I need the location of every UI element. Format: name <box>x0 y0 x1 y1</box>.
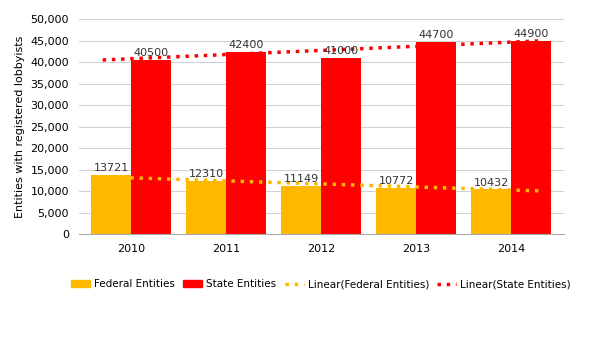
Bar <box>186 181 226 234</box>
Text: 42400: 42400 <box>229 40 264 50</box>
Text: 44900: 44900 <box>514 29 549 39</box>
Bar <box>281 186 321 234</box>
Bar <box>376 188 416 234</box>
Legend: Federal Entities, State Entities, Linear(Federal Entities), Linear(State Entitie: Federal Entities, State Entities, Linear… <box>67 275 575 294</box>
Y-axis label: Entities with registered lobbyists: Entities with registered lobbyists <box>15 35 25 218</box>
Text: 10432: 10432 <box>473 178 509 187</box>
Text: 13721: 13721 <box>94 163 129 173</box>
Text: 41000: 41000 <box>323 46 359 56</box>
Bar <box>131 60 171 234</box>
Bar <box>472 189 511 234</box>
Text: 11149: 11149 <box>284 174 319 185</box>
Bar <box>91 175 131 234</box>
Text: 10772: 10772 <box>379 176 414 186</box>
Text: 44700: 44700 <box>418 30 454 40</box>
Text: 12310: 12310 <box>188 170 224 179</box>
Bar <box>226 52 266 234</box>
Text: 40500: 40500 <box>134 48 169 58</box>
Bar <box>511 41 551 234</box>
Bar <box>416 42 456 234</box>
Bar <box>321 58 361 234</box>
